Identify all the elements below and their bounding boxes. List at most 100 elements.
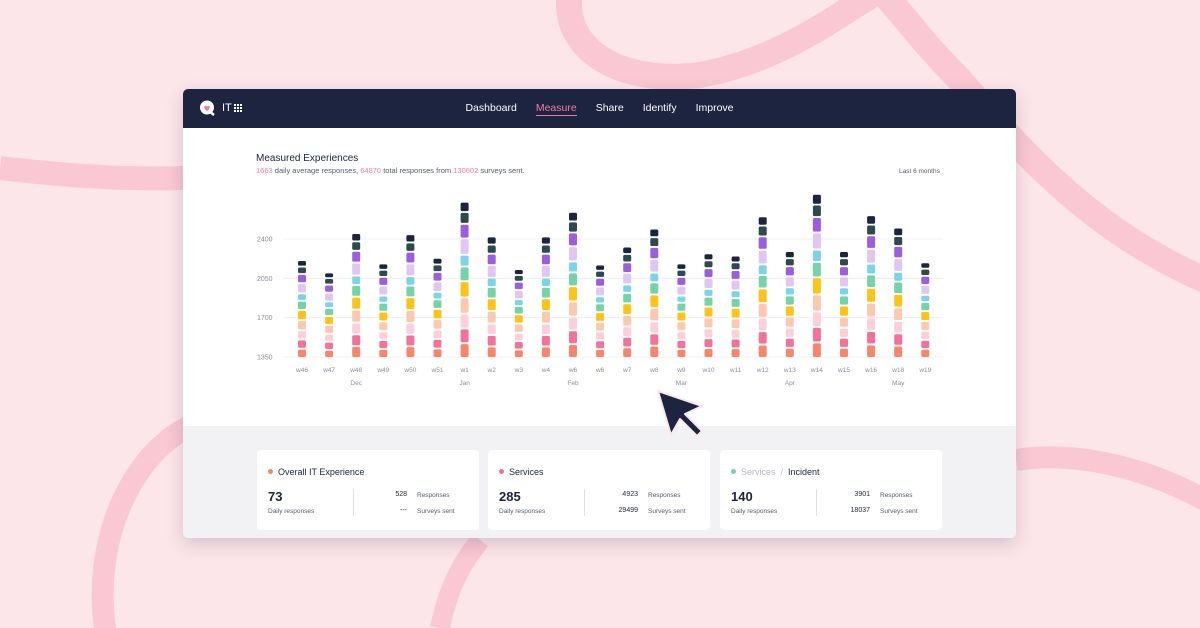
bar-segment	[840, 328, 848, 337]
x-tick-label: w49	[376, 367, 389, 374]
bar-segment	[325, 302, 334, 308]
bar-segment	[677, 303, 686, 311]
bar-segment	[487, 324, 496, 335]
nav-dashboard[interactable]: Dashboard	[465, 102, 517, 114]
bar-segment	[867, 331, 876, 344]
bar-segment	[406, 235, 415, 242]
surveys-label: Surveys sent	[417, 508, 455, 515]
bar-segment	[867, 249, 876, 263]
bar-segment	[758, 250, 767, 264]
bar-segment	[487, 311, 496, 323]
bar-segment	[840, 338, 848, 347]
bar-segment	[650, 346, 659, 357]
bar-segment	[650, 247, 659, 259]
bar-segment	[433, 330, 442, 339]
bar-segment	[867, 236, 876, 248]
bar-segment	[406, 323, 415, 334]
bar-segment	[514, 270, 523, 275]
month-label: Apr	[785, 380, 796, 387]
bar-segment	[650, 238, 659, 247]
bar-segment	[325, 350, 334, 357]
top-navigation-bar: IT Dashboard Measure Share Identify Impr…	[183, 89, 1016, 128]
bar-segment	[460, 282, 469, 297]
divider	[584, 489, 585, 516]
bar-segment	[894, 346, 903, 357]
card-title-text: Services	[509, 467, 544, 477]
card-services[interactable]: Services 285 Daily responses 4923 Respon…	[488, 450, 710, 530]
x-tick-label: w51	[431, 367, 444, 374]
bar-segment	[379, 277, 388, 285]
bar-segment	[487, 335, 496, 346]
time-range-selector[interactable]: Last 6 months	[899, 168, 940, 175]
bar-segment	[921, 349, 930, 357]
surveys-sent-value: 130602	[453, 166, 479, 175]
bar-segment	[677, 286, 686, 295]
nav-improve[interactable]: Improve	[695, 102, 734, 114]
bar-segment	[894, 237, 903, 246]
bar-segment	[758, 345, 767, 357]
bar-segment	[704, 278, 713, 288]
bar-segment	[433, 292, 442, 299]
bar-segment	[379, 312, 388, 321]
bar-segment	[596, 322, 605, 331]
bar-segment	[379, 296, 388, 302]
bar-segment	[921, 295, 930, 302]
bar-segment	[867, 275, 876, 287]
bar-segment	[677, 264, 686, 269]
bar-segment	[812, 278, 821, 294]
bar-segment	[433, 265, 442, 272]
bar-segment	[569, 233, 577, 246]
bar-segment	[352, 285, 361, 296]
bar-segment	[541, 287, 550, 298]
bar-segment	[650, 334, 659, 345]
bar-segment	[812, 343, 821, 357]
bar-segment	[840, 317, 848, 327]
bar-segment	[677, 296, 686, 302]
bar-segment	[894, 272, 903, 281]
daily-responses-label: Daily responses	[268, 508, 315, 515]
bar-segment	[623, 304, 632, 314]
x-tick-label: w10	[702, 367, 715, 374]
bar-segment	[352, 323, 361, 334]
nav-identify[interactable]: Identify	[642, 102, 677, 114]
bar-segment	[840, 277, 848, 287]
bar-segment	[812, 250, 821, 262]
bar-segment	[596, 271, 605, 277]
bar-segment	[596, 313, 605, 321]
bar-segment	[325, 325, 334, 333]
bar-segment	[731, 263, 740, 270]
bar-segment	[433, 309, 442, 319]
bar-segment	[433, 300, 442, 308]
nav-share[interactable]: Share	[595, 102, 624, 114]
responses-label: Responses	[417, 492, 450, 499]
bar-segment	[650, 295, 659, 308]
bar-segment	[758, 318, 767, 331]
divider	[353, 489, 354, 516]
bar-segment	[298, 267, 306, 274]
card-overall-it-experience[interactable]: Overall IT Experience 73 Daily responses…	[257, 450, 479, 530]
bar-segment	[731, 339, 740, 348]
bar-segment	[704, 261, 713, 268]
card-incident[interactable]: Services / Incident 140 Daily responses 39…	[720, 450, 942, 530]
bar-segment	[867, 345, 876, 357]
cards-area: Overall IT Experience 73 Daily responses…	[183, 426, 1016, 538]
bar-segment	[569, 331, 577, 344]
bar-segment	[487, 278, 496, 287]
bar-segment	[487, 299, 496, 311]
x-tick-label: w50	[403, 367, 416, 374]
total-responses-text: total responses from	[381, 166, 454, 175]
breadcrumb-services[interactable]: Services	[741, 467, 776, 477]
bar-segment	[433, 258, 442, 264]
bar-segment	[623, 348, 632, 357]
x-tick-label: w2	[487, 367, 497, 374]
bar-segment	[406, 347, 415, 357]
bar-segment	[894, 259, 903, 271]
responses-value: 528	[395, 491, 407, 498]
month-label: Mar	[676, 380, 688, 387]
app-logo-icon[interactable]	[199, 100, 215, 116]
nav-measure[interactable]: Measure	[535, 89, 577, 128]
app-grid-icon[interactable]	[234, 104, 242, 112]
bar-segment	[325, 293, 334, 301]
card-title: Services	[499, 467, 544, 477]
bar-segment	[406, 335, 415, 346]
